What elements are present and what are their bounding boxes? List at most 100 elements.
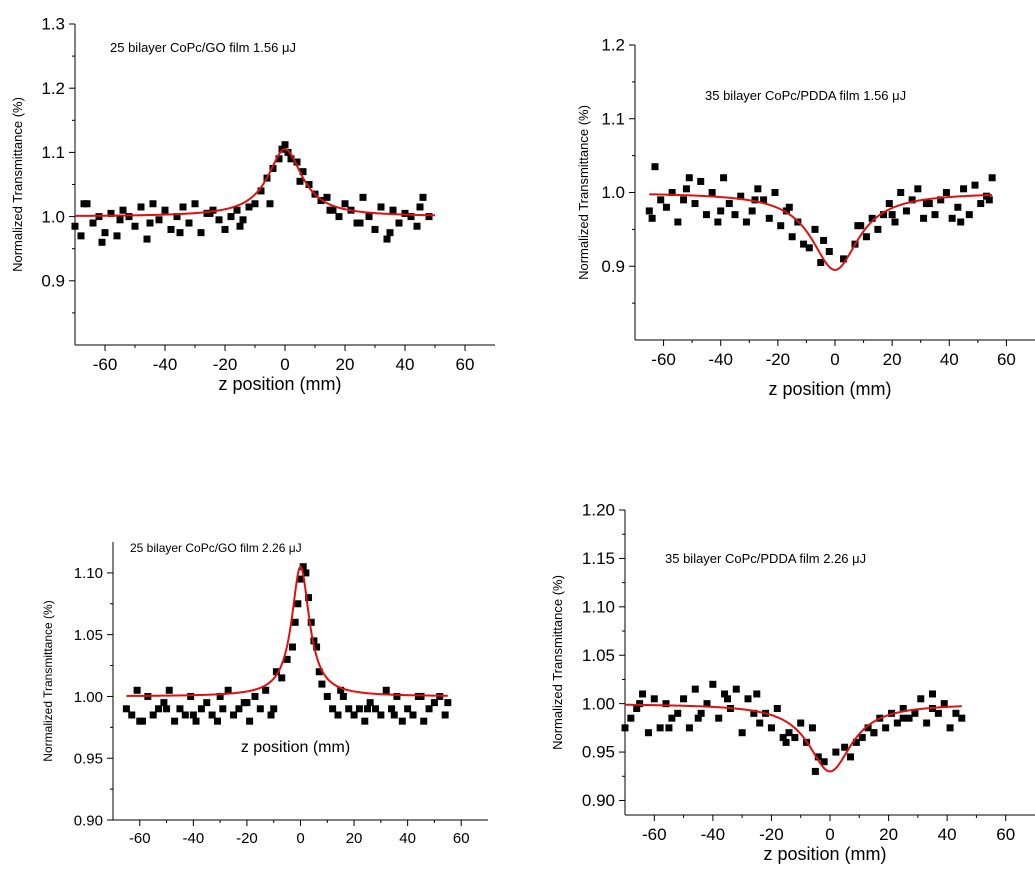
data-point [425, 213, 433, 221]
data-point [621, 724, 629, 732]
data-point [417, 692, 425, 700]
data-point [691, 200, 699, 208]
x-tick-label: 20 [883, 350, 902, 369]
chart-p1: -60 -40 -20 0 20 40 60 0.9 1.0 1.1 1.2 1.3 z positio… [10, 15, 495, 394]
data-point [748, 207, 756, 215]
fit-curve [624, 703, 962, 773]
data-point [782, 207, 790, 215]
data-point [176, 705, 184, 713]
data-point [911, 709, 919, 717]
data-point [266, 200, 274, 208]
data-point [751, 196, 759, 204]
data-point [905, 714, 913, 722]
data-point [216, 692, 224, 700]
data-point [326, 206, 334, 214]
data-point [715, 714, 723, 722]
data-point [937, 196, 945, 204]
data-point [197, 229, 205, 237]
y-tick-label: 0.90 [582, 791, 615, 810]
data-point [393, 692, 401, 700]
data-point [773, 704, 781, 712]
data-point [674, 218, 682, 226]
data-point [356, 219, 364, 227]
data-point [832, 748, 840, 756]
data-point [954, 203, 962, 211]
data-point [694, 714, 702, 722]
x-tick-label: -60 [93, 355, 118, 374]
data-point [167, 225, 175, 233]
data-point [817, 259, 825, 267]
data-point [425, 705, 433, 713]
data-point [339, 692, 347, 700]
data-point [189, 711, 197, 719]
data-point [841, 743, 849, 751]
data-point [206, 209, 214, 217]
data-point [155, 705, 163, 713]
x-axis-label: z position (mm) [218, 374, 341, 394]
y-tick-label: 1.00 [582, 694, 615, 713]
data-point [246, 717, 254, 725]
data-point [278, 145, 286, 153]
data-point [256, 705, 264, 713]
fit-curve [126, 564, 448, 697]
data-point [756, 719, 764, 727]
data-point [160, 699, 168, 707]
y-tick-label: 1.1 [41, 143, 65, 162]
data-point [893, 719, 901, 727]
data-point [155, 216, 163, 224]
data-point [251, 200, 259, 208]
data-point [899, 714, 907, 722]
chart-title: 35 bilayer CoPc/PDDA film 1.56 μJ [705, 88, 906, 103]
y-axis-label: Normalized Transmittance (%) [41, 600, 55, 761]
x-axis-label: z position (mm) [768, 379, 891, 399]
data-point [934, 709, 942, 717]
data-point [98, 238, 106, 246]
y-tick-label: 1.2 [601, 36, 625, 55]
data-point [389, 206, 397, 214]
x-tick-label: 0 [825, 825, 834, 844]
data-point [131, 222, 139, 230]
data-point [173, 213, 181, 221]
data-point [639, 690, 647, 698]
data-point [917, 695, 925, 703]
data-point [868, 214, 876, 222]
data-point [221, 225, 229, 233]
data-point [908, 196, 916, 204]
data-point [345, 705, 353, 713]
data-point [116, 216, 124, 224]
fit-curve [649, 193, 993, 271]
data-point [146, 219, 154, 227]
x-tick-label: -40 [708, 350, 733, 369]
data-point [788, 233, 796, 241]
data-point [656, 724, 664, 732]
x-tick-label: -20 [759, 825, 784, 844]
data-point [419, 193, 427, 201]
data-point [307, 618, 315, 626]
data-point [366, 699, 374, 707]
y-axis-label: Normalized Transmittance (%) [10, 97, 25, 272]
data-point [335, 213, 343, 221]
data-point [874, 225, 882, 233]
data-point [275, 155, 283, 163]
data-point [820, 758, 828, 766]
data-point [957, 218, 965, 226]
x-tick-label: -40 [153, 355, 178, 374]
y-tick-label: 1.20 [582, 501, 615, 520]
data-point [958, 714, 966, 722]
y-tick-label: 1.05 [582, 646, 615, 665]
data-point [650, 695, 658, 703]
data-point [318, 680, 326, 688]
data-point [181, 711, 189, 719]
data-point [929, 690, 936, 698]
x-tick-label: 0 [296, 830, 304, 847]
data-point [767, 724, 775, 732]
data-point [313, 643, 321, 651]
data-point [858, 734, 866, 742]
data-point [862, 233, 870, 241]
data-point [682, 185, 690, 193]
data-point [128, 711, 136, 719]
data-point [149, 711, 157, 719]
data-point [644, 729, 652, 737]
data-point [847, 753, 854, 761]
data-point [269, 164, 277, 172]
